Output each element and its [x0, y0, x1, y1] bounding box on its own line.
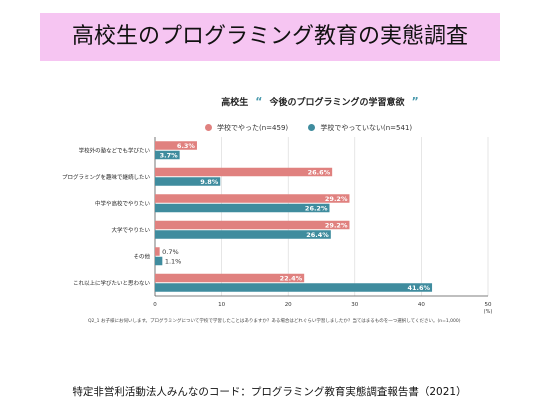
bar-s0-c0	[155, 141, 197, 150]
title-banner: 高校生のプログラミング教育の実態調査	[40, 13, 500, 61]
bar-s1-c2	[155, 203, 330, 213]
category-label-0: 学校外の塾などでも学びたい	[79, 146, 151, 154]
close-quote-mark: ”	[407, 95, 419, 108]
x-tick-label-5: 50	[485, 302, 492, 308]
bar-s1-c3	[155, 230, 331, 239]
page-title: 高校生のプログラミング教育の実態調査	[71, 24, 468, 49]
category-label-3: 大学でやりたい	[111, 226, 150, 234]
chart-title: 高校生 “ 今後のプログラミングの学習意欲 ”	[150, 95, 490, 108]
source-citation: 特定非営利活動法人みんなのコード：プログラミング教育実態調査報告書（2021）	[72, 386, 467, 398]
x-tick-label-4: 40	[418, 302, 425, 308]
legend-item-did: 学校でやった(n=459)	[205, 123, 288, 133]
open-quote-mark: “	[251, 95, 267, 108]
data-label-s1-c1: 9.8%	[200, 178, 219, 186]
legend-label-not-did: 学校でやっていない(n=541)	[320, 124, 413, 132]
category-label-2: 中学や高校でやりたい	[95, 199, 151, 207]
data-label-s0-c0: 6.3%	[177, 142, 196, 150]
data-label-s0-c2: 29.2%	[325, 195, 348, 203]
category-label-1: プログラミングを趣味で継続したい	[62, 173, 151, 181]
legend-item-not-did: 学校でやっていない(n=541)	[308, 123, 412, 133]
bar-s0-c5	[155, 273, 305, 283]
data-label-s0-c3: 29.2%	[325, 221, 348, 229]
bar-s0-c2	[155, 194, 350, 203]
legend-dot-did-icon	[205, 124, 212, 131]
x-tick-label-1: 10	[218, 302, 225, 308]
chart-title-text: 今後のプログラミングの学習意欲	[269, 98, 405, 108]
data-label-s1-c0: 3.7%	[160, 151, 179, 159]
x-unit-label: (%)	[484, 309, 493, 315]
bar-s0-c4	[155, 247, 160, 256]
bar-s0-c3	[155, 220, 350, 230]
legend-dot-not-did-icon	[308, 124, 316, 131]
footnote: Q2_1 お子様にお伺いします。プログラミングについて学校で学習したことはありま…	[88, 319, 461, 324]
data-label-s0-c1: 26.6%	[308, 168, 331, 176]
data-label-s0-c5: 22.4%	[280, 274, 303, 282]
x-tick-label-2: 20	[285, 302, 292, 308]
bar-s0-c1	[155, 167, 333, 177]
category-label-4: その他	[133, 252, 150, 260]
legend-label-did: 学校でやった(n=459)	[217, 124, 289, 132]
data-label-s1-c4: 1.1%	[165, 257, 182, 265]
x-tick-label-3: 30	[351, 302, 358, 308]
bar-s1-c0	[155, 150, 180, 160]
bar-s1-c4	[155, 256, 163, 266]
chart-legend: 学校でやった(n=459) 学校でやっていない(n=541)	[205, 123, 430, 133]
data-label-s1-c3: 26.4%	[306, 231, 329, 239]
chart-title-prefix: 高校生	[221, 98, 249, 108]
x-tick-label-0: 0	[153, 302, 157, 308]
category-label-5: これ以上に学びたいと思わない	[73, 279, 151, 287]
bar-s1-c5	[155, 283, 433, 292]
data-label-s1-c2: 26.2%	[305, 204, 328, 212]
data-label-s1-c5: 41.6%	[407, 284, 430, 292]
data-label-s0-c4: 0.7%	[162, 248, 179, 256]
bar-s1-c1	[155, 177, 221, 186]
